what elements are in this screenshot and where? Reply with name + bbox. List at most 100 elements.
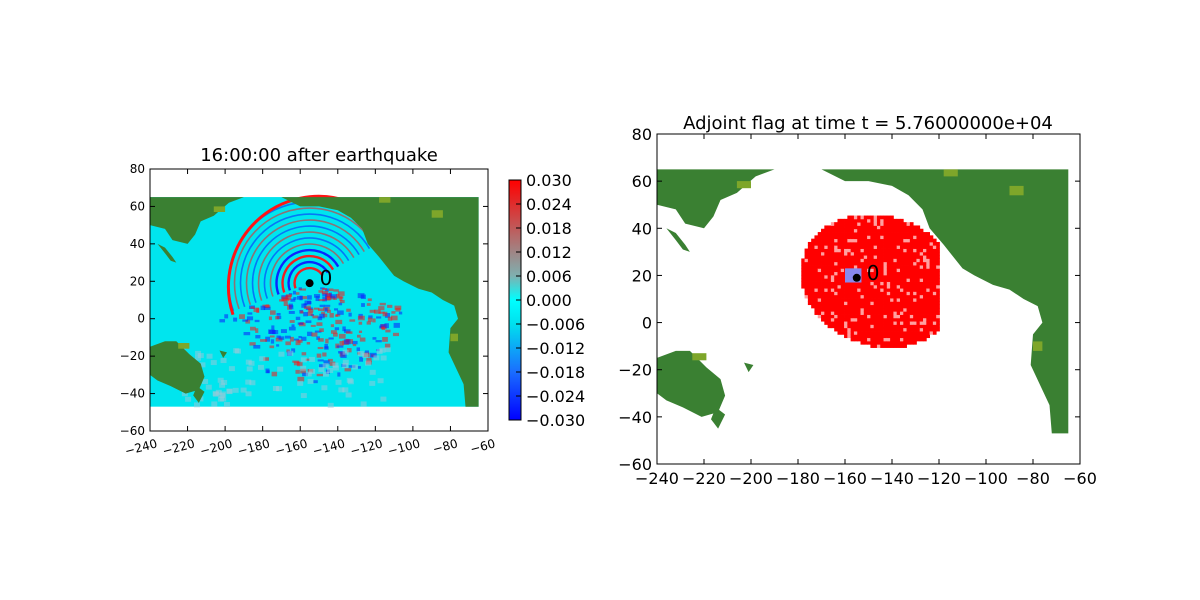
flag-cell (837, 251, 842, 256)
flag-cell (837, 317, 842, 322)
flag-cell (913, 334, 917, 339)
land-patch (178, 343, 190, 349)
flag-cell (857, 235, 861, 240)
wave-cell (303, 312, 308, 317)
flag-cell (919, 327, 924, 332)
flag-cell (850, 334, 855, 339)
wave-cell (313, 380, 318, 384)
flag-cell (827, 278, 832, 282)
flag-cell (913, 340, 917, 345)
flag-cell (853, 238, 858, 243)
flag-cell (821, 251, 825, 256)
x-tick-label: −120 (917, 469, 961, 488)
flag-cell (880, 337, 884, 342)
flag-cell (830, 311, 835, 315)
flag-cell (847, 331, 852, 335)
flag-cell (909, 268, 914, 273)
flag-cell (830, 251, 835, 256)
flag-cell (870, 218, 875, 223)
flag-cell (893, 241, 898, 246)
flag-cell (896, 314, 901, 319)
flag-cell (837, 265, 842, 269)
flag-cell (909, 327, 914, 332)
flag-cell (847, 307, 852, 312)
flag-cell (906, 311, 911, 315)
flag-cell (853, 248, 858, 253)
wave-cell (346, 348, 352, 353)
flag-cell (903, 317, 907, 322)
flag-cell (811, 265, 815, 269)
wave-cell (298, 335, 302, 339)
flag-cell (896, 298, 901, 302)
flag-cell (883, 258, 888, 263)
flag-cell (870, 284, 875, 289)
flag-cell (893, 307, 898, 312)
flag-cell (876, 255, 881, 259)
wave-cell (382, 336, 388, 342)
flag-cell (883, 334, 888, 339)
flag-cell (853, 311, 858, 315)
flag-cell (929, 281, 934, 286)
wave-cell (228, 366, 235, 372)
flag-cell (913, 288, 917, 292)
flag-cell (880, 218, 884, 223)
flag-cell (821, 281, 825, 286)
right-gauge-label: 0 (867, 261, 880, 285)
flag-cell (863, 304, 868, 309)
flag-cell (890, 337, 894, 342)
flag-cell (867, 258, 871, 263)
flag-cell (926, 265, 930, 269)
flag-cell (860, 291, 865, 296)
flag-cell (867, 278, 871, 282)
wave-cell (292, 290, 297, 295)
flag-cell (853, 228, 858, 233)
flag-cell (804, 261, 809, 266)
flag-cell (870, 317, 875, 322)
flag-cell (899, 222, 904, 226)
flag-cell (844, 232, 848, 236)
flag-cell (880, 304, 884, 309)
flag-cell (909, 261, 914, 266)
flag-cell (886, 324, 891, 329)
colorbar-tick-label: −0.006 (526, 315, 585, 334)
flag-cell (899, 281, 904, 286)
flag-cell (899, 235, 904, 240)
flag-cell (853, 241, 858, 246)
flag-cell (893, 245, 898, 249)
flag-cell (929, 324, 934, 329)
flag-cell (844, 324, 848, 329)
flag-cell (916, 265, 921, 269)
wave-cell (305, 358, 310, 361)
flag-cell (857, 281, 861, 286)
land-mass (666, 228, 690, 252)
flag-cell (870, 331, 875, 335)
flag-cell (817, 268, 822, 273)
flag-cell (896, 331, 901, 335)
wave-cell (394, 305, 402, 310)
flag-cell (857, 261, 861, 266)
flag-cell (919, 274, 924, 279)
flag-cell (814, 301, 819, 306)
flag-cell (926, 314, 930, 319)
flag-cell (834, 294, 838, 299)
flag-cell (906, 232, 911, 236)
flag-cell (821, 314, 825, 319)
flag-cell (893, 228, 898, 233)
flag-cell (844, 291, 848, 296)
flag-cell (899, 327, 904, 332)
land-mass (821, 169, 1069, 434)
land-patch (431, 210, 443, 218)
wave-cell (391, 315, 398, 321)
wave-cell (217, 396, 224, 402)
flag-cell (893, 225, 898, 230)
flag-cell (896, 268, 901, 273)
flag-cell (916, 271, 921, 276)
wave-cell (369, 309, 376, 313)
flag-cell (903, 238, 907, 243)
wave-cell (297, 380, 304, 386)
flag-cell (860, 271, 865, 276)
flag-cell (929, 321, 934, 325)
flag-cell (837, 261, 842, 266)
flag-cell (857, 284, 861, 289)
flag-cell (893, 281, 898, 286)
